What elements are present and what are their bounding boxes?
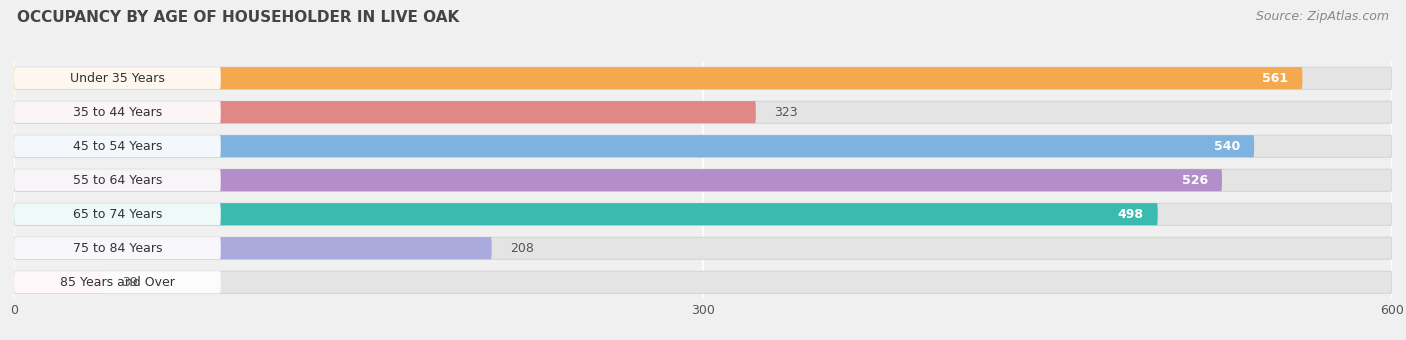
FancyBboxPatch shape — [14, 203, 1157, 225]
FancyBboxPatch shape — [14, 237, 492, 259]
Text: 498: 498 — [1118, 208, 1144, 221]
Text: 85 Years and Over: 85 Years and Over — [60, 276, 174, 289]
FancyBboxPatch shape — [14, 237, 1392, 259]
Text: 526: 526 — [1182, 174, 1208, 187]
FancyBboxPatch shape — [14, 135, 1392, 157]
FancyBboxPatch shape — [14, 203, 221, 225]
FancyBboxPatch shape — [14, 271, 104, 293]
Text: 208: 208 — [510, 242, 534, 255]
Text: 65 to 74 Years: 65 to 74 Years — [73, 208, 162, 221]
FancyBboxPatch shape — [14, 135, 221, 157]
FancyBboxPatch shape — [14, 169, 221, 191]
Text: Source: ZipAtlas.com: Source: ZipAtlas.com — [1256, 10, 1389, 23]
FancyBboxPatch shape — [14, 135, 1254, 157]
Text: OCCUPANCY BY AGE OF HOUSEHOLDER IN LIVE OAK: OCCUPANCY BY AGE OF HOUSEHOLDER IN LIVE … — [17, 10, 460, 25]
FancyBboxPatch shape — [14, 237, 221, 259]
Text: Under 35 Years: Under 35 Years — [70, 72, 165, 85]
FancyBboxPatch shape — [14, 169, 1392, 191]
FancyBboxPatch shape — [14, 67, 1392, 89]
Text: 540: 540 — [1215, 140, 1240, 153]
Text: 45 to 54 Years: 45 to 54 Years — [73, 140, 162, 153]
FancyBboxPatch shape — [14, 101, 221, 123]
Text: 323: 323 — [775, 106, 797, 119]
FancyBboxPatch shape — [14, 101, 1392, 123]
Text: 35 to 44 Years: 35 to 44 Years — [73, 106, 162, 119]
Text: 39: 39 — [122, 276, 138, 289]
FancyBboxPatch shape — [14, 67, 221, 89]
FancyBboxPatch shape — [14, 169, 1222, 191]
FancyBboxPatch shape — [14, 271, 221, 293]
FancyBboxPatch shape — [14, 271, 1392, 293]
Text: 55 to 64 Years: 55 to 64 Years — [73, 174, 162, 187]
FancyBboxPatch shape — [14, 67, 1302, 89]
FancyBboxPatch shape — [14, 101, 756, 123]
Text: 561: 561 — [1263, 72, 1289, 85]
FancyBboxPatch shape — [14, 203, 1392, 225]
Text: 75 to 84 Years: 75 to 84 Years — [73, 242, 162, 255]
